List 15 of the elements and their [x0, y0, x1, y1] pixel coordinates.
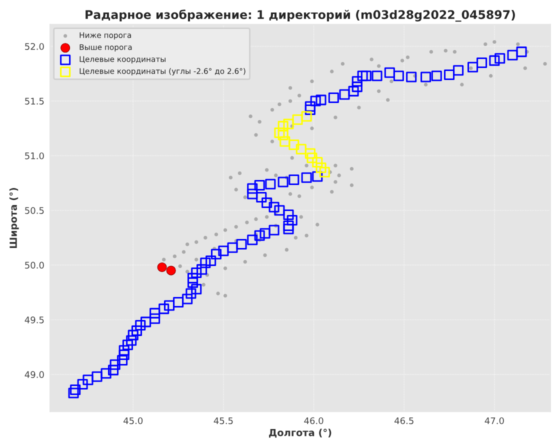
y-tick-label: 50.0	[25, 262, 44, 269]
y-axis-title: Широта (°)	[9, 188, 19, 248]
y-tick-label: 49.0	[24, 371, 44, 378]
x-tick-label: 45.0	[124, 417, 143, 424]
chart-title: Радарное изображение: 1 директорий (m03d28g2022_045897)	[86, 10, 515, 22]
x-tick-label: 46.0	[304, 417, 324, 424]
x-tick-label: 47.0	[484, 417, 504, 424]
x-tick-label: 46.5	[394, 417, 414, 424]
y-tick-label: 49.5	[24, 316, 44, 324]
y-tick-label: 51.5	[25, 98, 44, 105]
y-tick-label: 52.0	[25, 43, 44, 50]
x-axis-title: Долгота (°)	[269, 428, 332, 438]
x-tick-label: 45.5	[214, 417, 233, 424]
y-tick-label: 51.0	[25, 152, 44, 160]
y-tick-label: 50.5	[25, 207, 44, 214]
